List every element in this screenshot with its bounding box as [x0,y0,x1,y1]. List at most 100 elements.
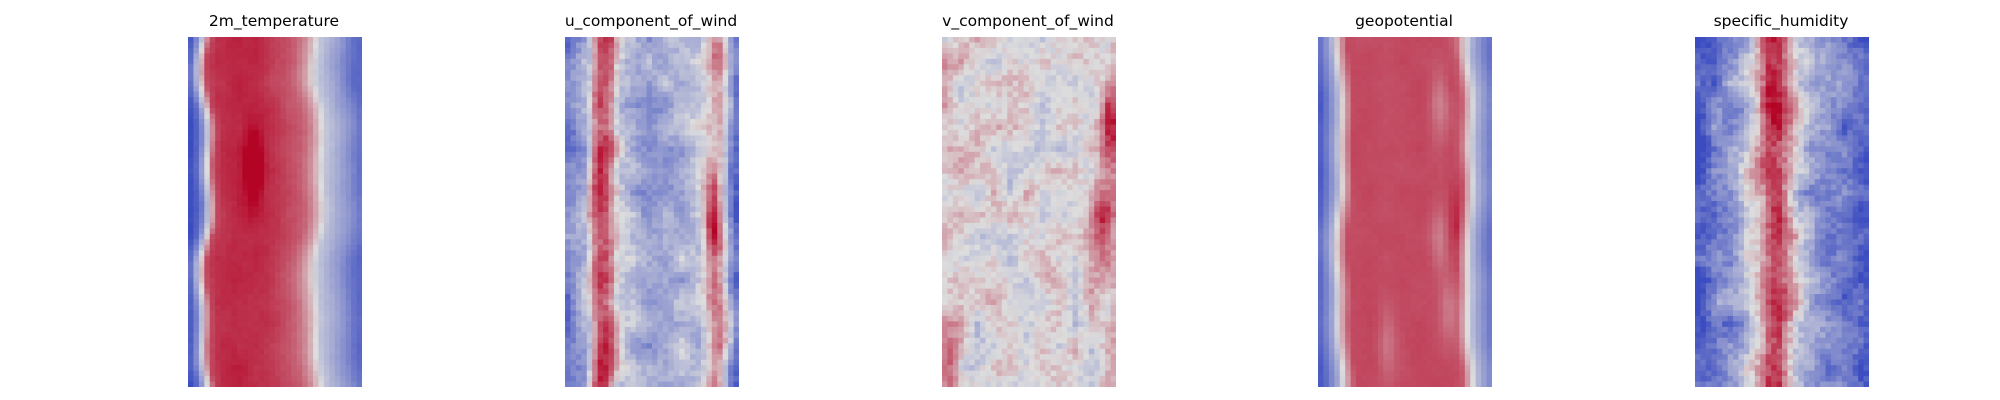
heatmap-cell [690,64,696,71]
heatmap-cell [275,140,281,147]
heatmap-cell [296,315,303,322]
heatmap-cell [226,250,232,257]
heatmap-cell [220,354,227,361]
heatmap-cell [1088,168,1095,175]
heatmap-cell [581,283,588,289]
heatmap-cell [253,168,260,175]
heatmap-cell [285,37,292,43]
heatmap-cell [307,250,314,257]
heatmap-cell [215,261,222,268]
heatmap-cell [258,376,265,382]
heatmap-cell [340,86,347,93]
heatmap-cell [635,91,642,98]
heatmap-cell [608,58,615,65]
heatmap-cell [695,42,702,49]
heatmap-cell [334,277,341,284]
heatmap-cell [635,86,642,93]
heatmap-cell [706,42,713,49]
heatmap-cell [220,190,227,196]
heatmap-cell [641,135,647,142]
heatmap-cell [220,233,227,240]
heatmap-cell [231,294,238,300]
heatmap-cell [717,146,724,153]
heatmap-cell [226,190,232,196]
heatmap-cell [269,140,276,147]
heatmap-cell [565,326,571,333]
heatmap-cell [586,288,593,295]
heatmap-cell [323,108,330,114]
heatmap-cell [1001,53,1008,60]
heatmap-cell [668,288,675,295]
heatmap-cell [635,173,642,180]
heatmap-cell [586,212,593,218]
heatmap-cell [313,173,319,180]
heatmap-cell [1061,47,1068,54]
heatmap-cell [706,228,713,235]
heatmap-cell [641,326,647,333]
heatmap-cell [717,168,724,175]
heatmap-cell [236,272,243,279]
heatmap-cell [253,86,260,93]
heatmap-cell [345,359,352,366]
heatmap-cell [717,266,724,273]
heatmap-cell [717,140,724,147]
heatmap-cell [668,47,675,54]
heatmap-cell [1012,168,1019,175]
heatmap-cell [204,365,211,371]
heatmap-cell [619,310,626,317]
heatmap-cell [635,151,642,158]
heatmap-cell [700,343,707,350]
heatmap-cell [258,228,265,235]
heatmap-cell [188,102,194,109]
heatmap-cell [630,354,637,361]
heatmap-cell [963,113,970,120]
heatmap-cell [1039,140,1046,147]
heatmap-cell [662,37,669,43]
heatmap-cell [242,206,249,213]
heatmap-cell [722,283,729,289]
heatmap-cell [690,228,696,235]
heatmap-cell [603,97,609,104]
heatmap-cell [1007,53,1014,60]
heatmap-cell [657,113,664,120]
heatmap-cell [1045,135,1052,142]
heatmap-cell [231,113,238,120]
heatmap-cell [657,47,664,54]
heatmap-cell [652,261,658,268]
heatmap-cell [657,332,664,339]
heatmap-cell [198,255,205,262]
heatmap-cell [1099,80,1106,87]
heatmap-cell [565,190,571,196]
heatmap-cell [668,315,675,322]
heatmap-cell [356,365,362,371]
heatmap-cell [193,266,200,273]
heatmap-cell [581,326,588,333]
heatmap-cell [679,244,686,251]
heatmap-cell [269,195,276,202]
heatmap-cell [706,162,713,169]
heatmap-cell [641,146,647,153]
heatmap-cell [581,119,588,125]
heatmap-cell [302,146,309,153]
heatmap-cell [242,299,249,306]
heatmap-cell [592,168,599,175]
heatmap-cell [340,212,347,218]
heatmap-cell [592,337,599,344]
heatmap-cell [356,53,362,60]
heatmap-cell [597,64,604,71]
heatmap-cell [285,146,292,153]
heatmap-cell [231,64,238,71]
heatmap-cell [624,244,631,251]
heatmap-cell [1083,119,1090,125]
heatmap-cell [1050,102,1057,109]
heatmap-cell [603,337,609,344]
heatmap-cell [700,168,707,175]
heatmap-cell [1077,69,1084,76]
heatmap-cell [733,102,739,109]
heatmap-cell [318,53,325,60]
heatmap-cell [188,119,194,125]
heatmap-cell [231,146,238,153]
heatmap-cell [258,179,265,186]
heatmap-cell [690,195,696,202]
heatmap-cell [209,75,216,82]
